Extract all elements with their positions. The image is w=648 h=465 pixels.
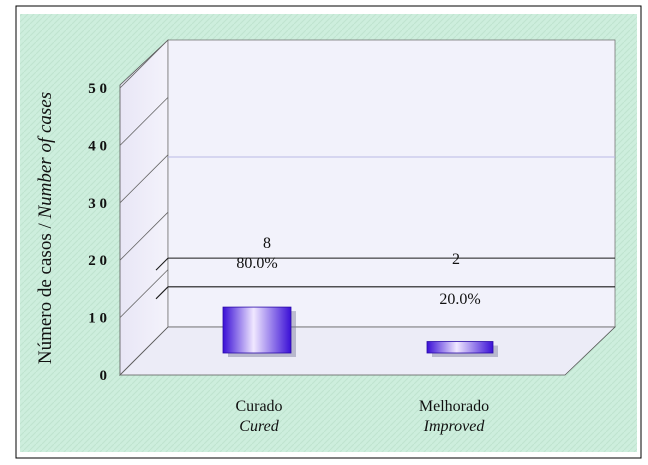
chart-floor — [119, 326, 616, 376]
bars — [222, 306, 498, 357]
percent-label: 20.0% — [439, 291, 480, 308]
y-tick-label: 1 0 — [88, 311, 107, 327]
category-label-cured-en: Cured — [239, 418, 279, 435]
y-tick-label: 0 — [100, 368, 108, 384]
bar — [222, 306, 292, 354]
count-label: 8 — [263, 235, 271, 252]
side-wall — [119, 39, 169, 376]
reference-line-side — [155, 286, 169, 300]
y-tick-label: 2 0 — [88, 253, 107, 269]
data-labels: 8 80.0% 2 20.0% — [236, 235, 480, 308]
bar — [426, 341, 494, 354]
reference-line-side — [155, 257, 169, 271]
y-axis-ticks: 0 1 0 2 0 3 0 4 0 5 0 — [88, 39, 169, 384]
count-label: 2 — [452, 251, 460, 268]
category-label-improved-pt: Melhorado — [419, 398, 489, 415]
y-tick-label: 3 0 — [88, 196, 107, 212]
reference-lines — [155, 257, 615, 300]
y-gridline-side — [119, 211, 169, 261]
category-label-improved-en: Improved — [423, 418, 486, 435]
y-axis-label-pt: Número de casos / — [35, 219, 56, 365]
percent-label: 80.0% — [236, 255, 277, 272]
y-gridline-side — [119, 154, 169, 204]
y-gridline-side — [119, 269, 169, 318]
y-gridline-side — [119, 39, 169, 89]
y-axis-label-en: Number of cases — [35, 92, 56, 220]
y-tick-label: 4 0 — [88, 138, 107, 154]
y-gridline-side — [119, 97, 169, 146]
category-label-cured-pt: Curado — [235, 398, 282, 415]
y-gridline-side — [119, 326, 169, 376]
back-wall — [167, 39, 616, 328]
y-axis-label: Número de casos / Number of cases — [35, 92, 56, 364]
y-tick-label: 5 0 — [88, 81, 107, 97]
